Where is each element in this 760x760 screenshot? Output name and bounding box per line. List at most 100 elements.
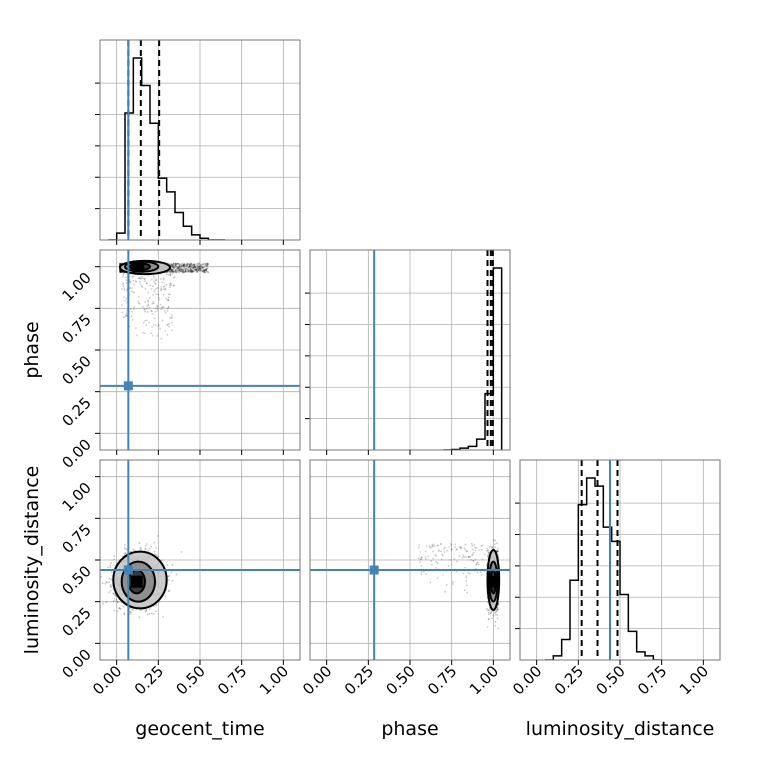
scatter-point — [167, 306, 170, 308]
scatter-point — [171, 329, 173, 332]
scatter-point — [141, 286, 144, 288]
scatter-point — [436, 577, 439, 580]
scatter-point — [139, 609, 142, 611]
scatter-point — [491, 546, 494, 548]
scatter-point — [153, 317, 156, 320]
scatter-point — [496, 606, 499, 609]
scatter-point — [163, 288, 165, 290]
scatter-point — [144, 300, 146, 303]
scatter-point — [203, 266, 206, 269]
scatter-point — [436, 562, 439, 565]
scatter-point — [185, 267, 188, 270]
scatter-point — [197, 269, 200, 272]
scatter-point — [160, 308, 163, 311]
scatter-point — [200, 265, 203, 267]
scatter-point — [490, 545, 492, 548]
scatter-point — [435, 560, 437, 563]
scatter-point — [489, 612, 492, 615]
scatter-point — [150, 278, 153, 281]
scatter-point — [137, 295, 140, 298]
scatter-point — [496, 613, 499, 616]
scatter-point — [144, 310, 147, 313]
scatter-point — [179, 270, 182, 273]
scatter-point — [188, 263, 191, 266]
scatter-point — [152, 302, 155, 305]
scatter-point — [201, 269, 204, 272]
scatter-point — [104, 582, 107, 585]
scatter-point — [176, 268, 179, 271]
scatter-point — [454, 546, 456, 549]
scatter-point — [185, 268, 187, 270]
scatter-point — [206, 263, 209, 266]
scatter-point — [467, 572, 470, 575]
scatter-point — [144, 610, 147, 613]
scatter-point — [189, 266, 192, 269]
scatter-point — [194, 269, 197, 272]
scatter-point — [144, 287, 147, 290]
scatter-point — [171, 263, 173, 266]
scatter-point — [180, 264, 183, 267]
scatter-point — [205, 268, 208, 271]
scatter-point — [186, 264, 189, 266]
scatter-point — [454, 543, 457, 546]
scatter-point — [198, 269, 201, 272]
scatter-point — [171, 270, 174, 272]
scatter-point — [189, 270, 192, 272]
scatter-point — [195, 263, 198, 266]
scatter-point — [447, 565, 450, 568]
scatter-point — [138, 276, 141, 279]
scatter-point — [492, 539, 495, 541]
scatter-point — [463, 589, 466, 592]
scatter-point — [192, 264, 195, 267]
scatter-point — [119, 270, 121, 273]
scatter-point — [190, 270, 193, 273]
scatter-point — [486, 626, 489, 628]
scatter-point — [172, 284, 175, 287]
scatter-point — [201, 268, 204, 271]
scatter-point — [470, 542, 473, 545]
scatter-point — [118, 607, 121, 610]
scatter-point — [192, 271, 195, 274]
scatter-point — [444, 590, 446, 593]
scatter-point — [177, 262, 180, 265]
scatter-point — [131, 287, 134, 289]
scatter-point — [177, 266, 179, 269]
scatter-point — [205, 268, 207, 271]
scatter-point — [467, 556, 470, 559]
scatter-point — [435, 566, 438, 569]
scatter-point — [119, 271, 121, 274]
y-tick-label: 0.00 — [58, 645, 94, 681]
scatter-point — [167, 590, 170, 593]
scatter-point — [496, 608, 498, 611]
scatter-point — [166, 310, 169, 312]
y-tick-label: 0.25 — [58, 604, 94, 640]
scatter-point — [417, 546, 420, 549]
scatter-point — [166, 323, 169, 326]
scatter-point — [196, 264, 199, 267]
scatter-point — [189, 263, 192, 266]
scatter-point — [171, 321, 173, 324]
scatter-point — [435, 555, 438, 557]
x-tick-label: 0.50 — [172, 662, 208, 698]
scatter-point — [182, 263, 185, 266]
x-tick-label: 0.50 — [382, 662, 418, 698]
scatter-point — [178, 271, 180, 274]
scatter-point — [121, 303, 123, 306]
scatter-point — [185, 271, 188, 274]
scatter-point — [152, 294, 155, 296]
scatter-point — [100, 575, 102, 578]
scatter-point — [172, 284, 175, 287]
scatter-point — [181, 270, 184, 273]
scatter-point — [180, 269, 183, 272]
scatter-point — [107, 566, 109, 569]
scatter-point — [495, 610, 498, 613]
scatter-point — [109, 566, 112, 569]
scatter-point — [205, 264, 208, 267]
scatter-point — [146, 311, 149, 313]
scatter-point — [125, 309, 128, 312]
scatter-point — [123, 289, 126, 292]
y-tick-label: 0.00 — [58, 435, 94, 471]
scatter-point — [191, 270, 194, 272]
scatter-point — [182, 264, 185, 267]
scatter-point — [206, 264, 208, 267]
